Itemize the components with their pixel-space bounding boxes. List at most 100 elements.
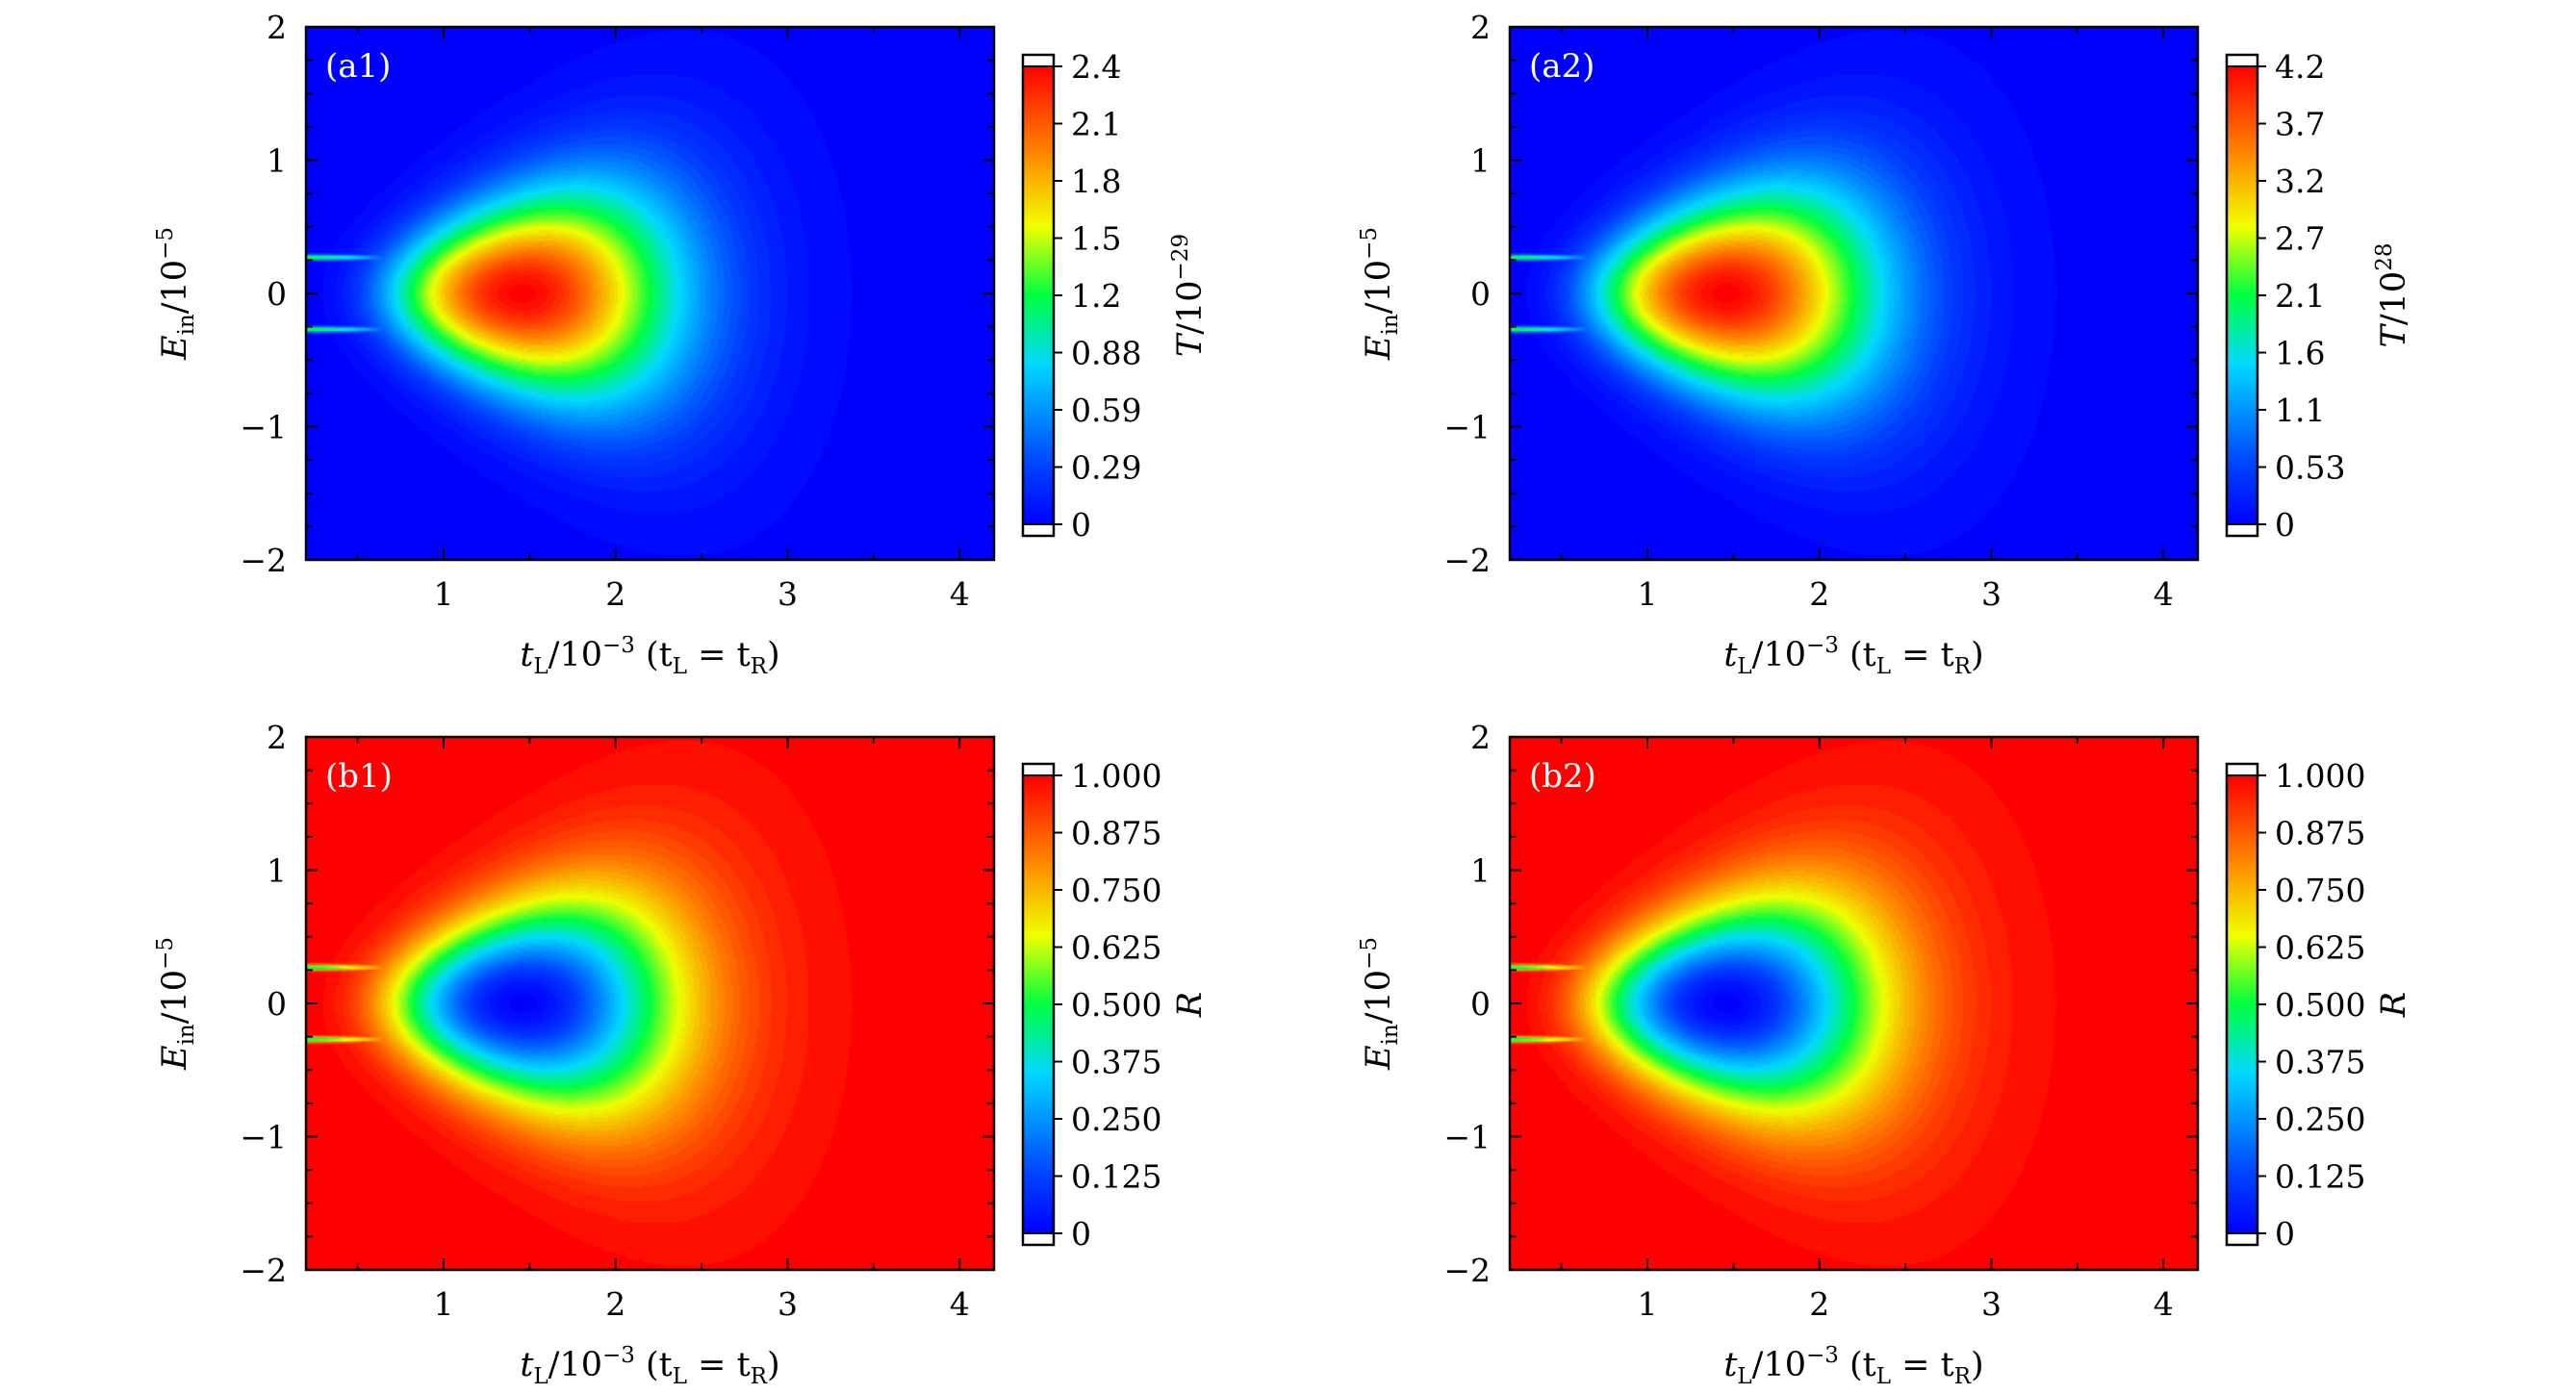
colorbar-tick-label: 1.000 (1071, 757, 1161, 795)
x-axis-label: tL/10−3 (tL = tR) (1723, 1343, 1983, 1389)
colorbar-tick-label: 1.2 (1071, 277, 1121, 315)
colorbar-gradient (1023, 775, 1054, 1233)
colorbar: 1.000 0.875 0.750 0.625 0.500 0.375 0.250 0.125… (2225, 757, 2413, 1253)
x-tick-label: 1 (434, 1285, 454, 1323)
x-tick-label: 2 (1809, 1285, 1829, 1323)
x-axis-label: tL/10−3 (tL = tR) (520, 633, 779, 679)
x-tick-label: 1 (1638, 575, 1658, 613)
panel-b1: 1 2 3 4 2 1 0 −1 −2 (b1) tL/10−3 (tL = tR) Ein/10−5… (153, 719, 1210, 1389)
y-axis-label: Ein/10−5 (1357, 937, 1403, 1071)
colorbar-tick-label: 0 (1071, 506, 1091, 544)
colorbar-tick-label: 2.7 (2275, 220, 2325, 258)
y-tick-label: −2 (240, 542, 287, 579)
colorbar-tick-label: 1.000 (2275, 757, 2365, 795)
x-tick-label: 3 (1981, 1285, 2002, 1323)
colorbar-tick-label: 1.1 (2275, 392, 2325, 429)
x-tick-label: 4 (2154, 1285, 2174, 1323)
y-tick-label: −1 (1443, 409, 1491, 446)
colorbar-label: T/1028 (2372, 243, 2413, 348)
heatmap-image (1510, 737, 2198, 1270)
panel-a1: 1 2 3 4 2 1 0 −1 −2 (a1) tL/10−3 (tL = tR) Ein/10−5… (153, 9, 1210, 679)
colorbar-tick-label: 0.500 (1071, 986, 1161, 1024)
x-tick-label: 3 (1981, 575, 2002, 613)
colorbar-bottom-cap (1022, 523, 1055, 537)
y-tick-label: −1 (240, 1119, 287, 1156)
colorbar-label: R (1171, 992, 1210, 1018)
y-tick-label: 0 (267, 275, 287, 313)
x-axis-label: tL/10−3 (tL = tR) (1723, 633, 1983, 679)
colorbar-gradient (2227, 66, 2257, 524)
y-tick-label: −2 (1443, 542, 1491, 579)
colorbar-bottom-cap (1022, 1232, 1055, 1246)
panel-label: (b1) (325, 757, 393, 796)
colorbar-tick-label: 0.375 (2275, 1044, 2365, 1081)
colorbar-top-cap (1022, 54, 1055, 67)
panel-label: (a2) (1529, 47, 1594, 86)
x-tick-label: 4 (950, 575, 970, 613)
heatmap-image (1510, 27, 2198, 560)
x-tick-label: 4 (950, 1285, 970, 1323)
colorbar-tick-label: 0.750 (2275, 872, 2365, 909)
colorbar-tick-label: 0.875 (2275, 815, 2365, 852)
colorbar-tick-label: 0.29 (1071, 449, 1141, 487)
y-tick-label: 2 (1470, 719, 1491, 756)
colorbar-bottom-cap (2226, 523, 2258, 537)
y-tick-label: 2 (267, 9, 287, 46)
x-tick-label: 3 (778, 575, 798, 613)
colorbar-tick-label: 0.375 (1071, 1044, 1161, 1081)
heatmap-image (306, 737, 994, 1270)
colorbar-tick-label: 2.1 (1071, 106, 1121, 143)
colorbar-tick-label: 1.8 (1071, 163, 1121, 200)
x-axis-label: tL/10−3 (tL = tR) (520, 1343, 779, 1389)
colorbar: 4.2 3.7 3.2 2.7 2.1 1.6 1.1 0.53 0 T/1028 (2225, 48, 2413, 544)
colorbar-tick-label: 0.625 (2275, 929, 2365, 967)
y-tick-label: 0 (267, 985, 287, 1023)
y-axis-label: Ein/10−5 (153, 937, 199, 1071)
y-tick-label: 2 (1470, 9, 1491, 46)
colorbar-tick-label: 4.2 (2275, 48, 2325, 86)
y-tick-label: 0 (1470, 275, 1491, 313)
x-tick-label: 4 (2154, 575, 2174, 613)
x-tick-label: 2 (605, 1285, 625, 1323)
colorbar-tick-label: 0.875 (1071, 815, 1161, 852)
y-tick-label: −1 (1443, 1119, 1491, 1156)
colorbar-tick-label: 1.6 (2275, 335, 2325, 372)
colorbar-tick-label: 0.500 (2275, 986, 2365, 1024)
colorbar-tick-label: 3.2 (2275, 163, 2325, 200)
colorbar: 2.4 2.1 1.8 1.5 1.2 0.88 0.59 0.29 0 T/10−29 (1021, 48, 1210, 544)
colorbar-tick-label: 0.88 (1071, 335, 1141, 372)
y-tick-label: −2 (1443, 1252, 1491, 1289)
panel-label: (a1) (325, 47, 391, 86)
y-tick-label: 1 (1470, 142, 1491, 180)
colorbar-tick-label: 0.59 (1071, 392, 1141, 429)
y-tick-label: 1 (267, 852, 287, 890)
colorbar-tick-label: 0.250 (2275, 1101, 2365, 1138)
colorbar-top-cap (2226, 54, 2258, 67)
colorbar-gradient (1023, 66, 1054, 524)
colorbar-label: R (2375, 992, 2413, 1018)
colorbar-tick-label: 0 (2275, 1215, 2295, 1253)
colorbar-tick-label: 0.750 (1071, 872, 1161, 909)
x-tick-label: 2 (1809, 575, 1829, 613)
colorbar-top-cap (2226, 763, 2258, 776)
y-axis-label: Ein/10−5 (1357, 227, 1403, 361)
colorbar-bottom-cap (2226, 1232, 2258, 1246)
colorbar-tick-label: 0.53 (2275, 449, 2345, 487)
colorbar-tick-label: 0.250 (1071, 1101, 1161, 1138)
colorbar-tick-label: 0 (1071, 1215, 1091, 1253)
x-tick-label: 2 (605, 575, 625, 613)
x-tick-label: 1 (1638, 1285, 1658, 1323)
colorbar: 1.000 0.875 0.750 0.625 0.500 0.375 0.250 0.125… (1021, 757, 1210, 1253)
panel-b2: 1 2 3 4 2 1 0 −1 −2 (b2) tL/10−3 (tL = tR) Ein/10−5… (1357, 719, 2413, 1389)
colorbar-tick-label: 3.7 (2275, 106, 2325, 143)
colorbar-tick-label: 1.5 (1071, 220, 1121, 258)
colorbar-label: T/10−29 (1168, 234, 1210, 357)
heatmap-image (306, 27, 994, 560)
colorbar-tick-label: 2.1 (2275, 277, 2325, 315)
y-tick-label: 2 (267, 719, 287, 756)
panel-label: (b2) (1529, 757, 1596, 796)
colorbar-gradient (2227, 775, 2257, 1233)
x-tick-label: 1 (434, 575, 454, 613)
y-axis-label: Ein/10−5 (153, 227, 199, 361)
